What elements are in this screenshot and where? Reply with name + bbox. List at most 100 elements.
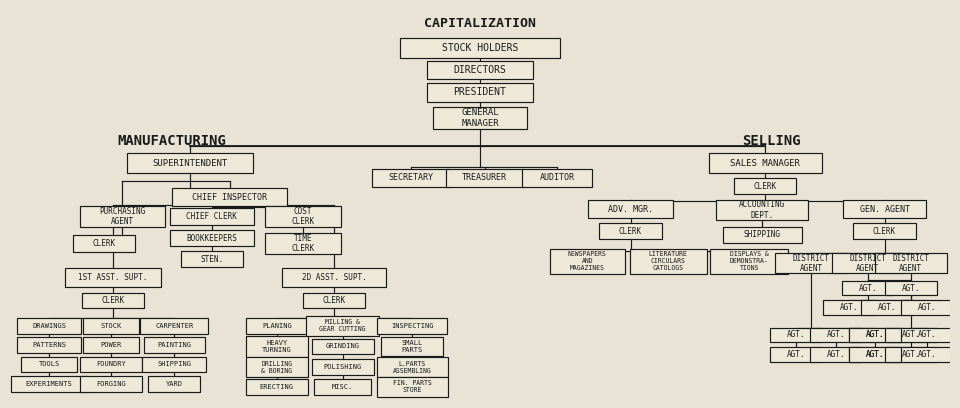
FancyBboxPatch shape: [170, 230, 254, 246]
Text: DISTRICT
AGENT: DISTRICT AGENT: [849, 254, 886, 273]
FancyBboxPatch shape: [770, 328, 822, 342]
Text: INSPECTING: INSPECTING: [391, 323, 434, 329]
Text: CLERK: CLERK: [323, 296, 346, 305]
Text: AGT.: AGT.: [901, 284, 920, 293]
Text: AGT.: AGT.: [787, 330, 805, 339]
Text: AGT.: AGT.: [827, 350, 845, 359]
FancyBboxPatch shape: [80, 206, 165, 227]
Text: TOOLS: TOOLS: [38, 361, 60, 367]
Text: AGT.: AGT.: [840, 303, 858, 312]
FancyBboxPatch shape: [885, 281, 937, 295]
Text: CLERK: CLERK: [102, 296, 125, 305]
Text: DISPLAYS &
DEMONSTRA-
TIONS: DISPLAYS & DEMONSTRA- TIONS: [730, 251, 768, 271]
Text: SELLING: SELLING: [742, 134, 801, 148]
FancyBboxPatch shape: [170, 208, 254, 225]
FancyBboxPatch shape: [850, 328, 901, 342]
Text: AGT.: AGT.: [901, 350, 920, 359]
FancyBboxPatch shape: [770, 347, 822, 361]
Text: STEN.: STEN.: [201, 255, 224, 264]
Text: AGT.: AGT.: [918, 350, 936, 359]
Text: POLISHING: POLISHING: [324, 364, 362, 370]
Text: SHIPPING: SHIPPING: [744, 230, 780, 239]
FancyBboxPatch shape: [901, 347, 952, 361]
FancyBboxPatch shape: [876, 253, 947, 273]
FancyBboxPatch shape: [282, 268, 386, 287]
Text: AGT.: AGT.: [866, 350, 884, 359]
Text: PLANING: PLANING: [262, 323, 292, 329]
FancyBboxPatch shape: [850, 347, 901, 361]
Text: YARD: YARD: [166, 381, 182, 387]
FancyBboxPatch shape: [776, 253, 847, 273]
FancyBboxPatch shape: [149, 376, 200, 392]
FancyBboxPatch shape: [266, 233, 341, 254]
Text: MISC.: MISC.: [332, 384, 353, 390]
Text: AGT.: AGT.: [918, 303, 936, 312]
Text: PAINTING: PAINTING: [157, 342, 191, 348]
Text: MILLING &
GEAR CUTTING: MILLING & GEAR CUTTING: [320, 319, 366, 332]
FancyBboxPatch shape: [716, 200, 808, 220]
Text: EXPERIMENTS: EXPERIMENTS: [26, 381, 73, 387]
FancyBboxPatch shape: [173, 188, 287, 206]
Text: GEN. AGENT: GEN. AGENT: [859, 204, 909, 213]
Text: AGT.: AGT.: [787, 350, 805, 359]
Text: GENERAL
MANAGER: GENERAL MANAGER: [461, 109, 499, 128]
FancyBboxPatch shape: [80, 376, 142, 392]
FancyBboxPatch shape: [809, 347, 861, 361]
FancyBboxPatch shape: [65, 268, 161, 287]
Text: CHIEF CLERK: CHIEF CLERK: [186, 212, 237, 221]
FancyBboxPatch shape: [17, 318, 81, 334]
FancyBboxPatch shape: [823, 300, 875, 315]
FancyBboxPatch shape: [901, 300, 952, 315]
FancyBboxPatch shape: [80, 357, 142, 372]
Text: COST
CLERK: COST CLERK: [292, 207, 315, 226]
Text: SALES MANAGER: SALES MANAGER: [731, 159, 800, 168]
Text: CAPITALIZATION: CAPITALIZATION: [424, 17, 536, 30]
FancyBboxPatch shape: [21, 357, 78, 372]
Text: PRESIDENT: PRESIDENT: [453, 87, 507, 98]
Text: FIN. PARTS
STORE: FIN. PARTS STORE: [393, 380, 432, 393]
Text: CLERK: CLERK: [754, 182, 777, 191]
Text: SMALL
PARTS: SMALL PARTS: [401, 340, 423, 353]
Text: AGT.: AGT.: [866, 330, 884, 339]
Text: ADV. MGR.: ADV. MGR.: [608, 204, 653, 213]
Text: ERECTING: ERECTING: [260, 384, 294, 390]
Text: HEAVY
TURNING: HEAVY TURNING: [262, 340, 292, 353]
FancyBboxPatch shape: [550, 249, 625, 274]
Text: DRILLING
& BORING: DRILLING & BORING: [261, 361, 292, 374]
Text: TREASURER: TREASURER: [462, 173, 507, 182]
FancyBboxPatch shape: [885, 347, 937, 361]
Text: SHIPPING: SHIPPING: [157, 361, 191, 367]
Text: TIME
CLERK: TIME CLERK: [292, 234, 315, 253]
Text: DRAWINGS: DRAWINGS: [32, 323, 66, 329]
FancyBboxPatch shape: [246, 336, 308, 357]
FancyBboxPatch shape: [599, 223, 661, 239]
FancyBboxPatch shape: [246, 318, 308, 334]
FancyBboxPatch shape: [377, 318, 447, 334]
FancyBboxPatch shape: [723, 227, 802, 243]
FancyBboxPatch shape: [734, 178, 796, 194]
Text: SECRETARY: SECRETARY: [389, 173, 434, 182]
FancyBboxPatch shape: [445, 169, 524, 187]
FancyBboxPatch shape: [140, 318, 208, 334]
FancyBboxPatch shape: [144, 337, 204, 353]
Text: ACCOUNTING
DEPT.: ACCOUNTING DEPT.: [739, 200, 785, 220]
Text: DISTRICT
AGENT: DISTRICT AGENT: [893, 254, 929, 273]
FancyBboxPatch shape: [372, 169, 450, 187]
FancyBboxPatch shape: [73, 235, 134, 252]
Text: DIRECTORS: DIRECTORS: [453, 65, 507, 75]
FancyBboxPatch shape: [142, 357, 206, 372]
FancyBboxPatch shape: [127, 153, 253, 173]
FancyBboxPatch shape: [11, 376, 87, 392]
FancyBboxPatch shape: [82, 293, 144, 308]
FancyBboxPatch shape: [710, 249, 787, 274]
Text: AGT.: AGT.: [878, 303, 897, 312]
FancyBboxPatch shape: [17, 337, 81, 353]
FancyBboxPatch shape: [180, 251, 243, 267]
FancyBboxPatch shape: [708, 153, 822, 173]
FancyBboxPatch shape: [809, 328, 861, 342]
Text: STOCK: STOCK: [101, 323, 122, 329]
Text: PURCHASING
AGENT: PURCHASING AGENT: [100, 207, 146, 226]
Text: 1ST ASST. SUPT.: 1ST ASST. SUPT.: [79, 273, 148, 282]
FancyBboxPatch shape: [246, 357, 308, 377]
Text: NEWSPAPERS
AND
MAGAZINES: NEWSPAPERS AND MAGAZINES: [568, 251, 607, 271]
